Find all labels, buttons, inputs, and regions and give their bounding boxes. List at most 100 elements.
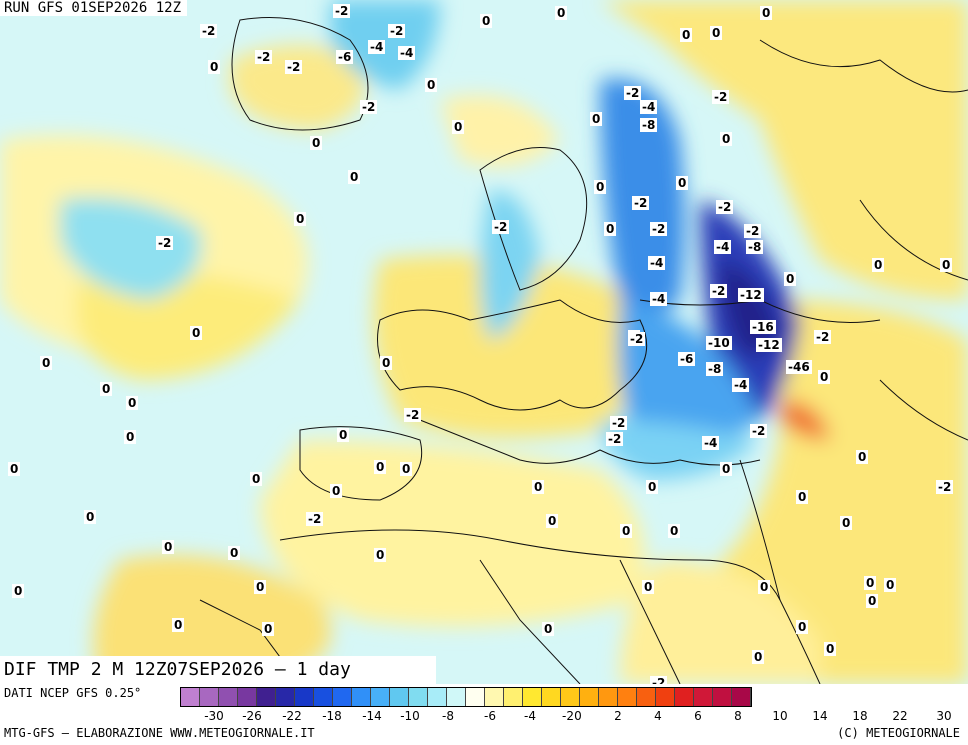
color-scale [180,687,752,707]
map-value-label: 0 [546,514,559,528]
credit-right: (C) METEOGIORNALE [837,726,960,740]
map-value-label: 0 [676,176,689,190]
scale-tick-label: 2 [614,709,622,723]
map-value-label: 0 [337,428,350,442]
map-value-label: -4 [732,378,750,392]
scale-tick-label: -30 [204,709,224,723]
credit-left: MTG-GFS – ELABORAZIONE WWW.METEOGIORNALE… [4,726,315,740]
map-value-label: 0 [646,480,659,494]
scale-tick-label: 0 [574,709,582,723]
color-legend: DATI NCEP GFS 0.25° -30 -26 -22 -18 -14 -10 -8… [0,684,968,745]
map-value-label: 0 [872,258,885,272]
map-value-label: -2 [814,330,832,344]
map-value-label: 0 [228,546,241,560]
map-value-label: 0 [162,540,175,554]
scale-tick-label: 4 [654,709,662,723]
map-value-label: -2 [404,408,422,422]
map-value-label: -2 [200,24,218,38]
scale-swatch [523,688,542,706]
scale-swatch [618,688,637,706]
scale-swatch [580,688,599,706]
map-value-label: 0 [40,356,53,370]
map-value-label: -4 [702,436,720,450]
scale-swatch [599,688,618,706]
map-value-label: 0 [126,396,139,410]
map-value-label: 0 [680,28,693,42]
scale-swatch [694,688,713,706]
map-value-label: -6 [336,50,354,64]
map-value-label: -8 [706,362,724,376]
map-value-label: 0 [452,120,465,134]
map-value-label: 0 [668,524,681,538]
map-value-label: 0 [796,490,809,504]
map-value-label: -2 [306,512,324,526]
map-value-label: -2 [624,86,642,100]
scale-swatch [447,688,466,706]
map-value-label: -8 [746,240,764,254]
map-value-label: 0 [250,472,263,486]
scale-swatch [200,688,219,706]
scale-tick-label: -8 [442,709,454,723]
scale-tick-label: 22 [892,709,908,723]
map-value-label: 0 [480,14,493,28]
map-value-label: -16 [750,320,776,334]
map-value-label: -12 [738,288,764,302]
run-title: RUN GFS 01SEP2026 12Z [0,0,188,16]
map-value-label: -6 [678,352,696,366]
map-value-label: 0 [374,548,387,562]
scale-tick-label: 14 [812,709,828,723]
map-value-label: 0 [720,462,733,476]
map-value-label: 0 [620,524,633,538]
scale-tick-label: -14 [362,709,382,723]
map-value-label: -2 [360,100,378,114]
map-value-label: -2 [650,676,668,684]
map-value-label: -4 [714,240,732,254]
map-value-label: 0 [866,594,879,608]
map-value-label: -2 [606,432,624,446]
scale-swatch [713,688,732,706]
map-value-label: 0 [532,480,545,494]
map-value-label: -2 [710,284,728,298]
scale-swatch [238,688,257,706]
map-value-label: 0 [254,580,267,594]
scale-swatch [409,688,428,706]
map-value-label: 0 [824,642,837,656]
map-value-label: 0 [758,580,771,594]
map-value-label: 0 [784,272,797,286]
map-value-label: 0 [8,462,21,476]
map-value-label: 0 [310,136,323,150]
scale-swatch [219,688,238,706]
map-value-label: 0 [208,60,221,74]
product-title: DIF TMP 2 M 12Z07SEP2026 – 1 day [0,656,436,684]
map-value-label: -4 [640,100,658,114]
scale-tick-label: 30 [936,709,952,723]
scale-swatch [390,688,409,706]
scale-swatch [504,688,523,706]
map-value-label: 0 [720,132,733,146]
scale-swatch [656,688,675,706]
map-value-label: -12 [756,338,782,352]
map-value-label: 0 [84,510,97,524]
map-value-label: -2 [650,222,668,236]
scale-swatch [675,688,694,706]
scale-swatch [561,688,580,706]
data-source: DATI NCEP GFS 0.25° [4,686,142,700]
map-value-label: 0 [348,170,361,184]
map-value-label: 0 [642,580,655,594]
map-value-label: 0 [864,576,877,590]
map-value-label: -4 [650,292,668,306]
map-value-label: 0 [12,584,25,598]
map-value-label: 0 [818,370,831,384]
scale-tick-label: 8 [734,709,742,723]
map-value-label: 0 [884,578,897,592]
map-value-label: 0 [374,460,387,474]
map-value-label: -2 [750,424,768,438]
map-value-label: 0 [190,326,203,340]
map-value-label: 0 [940,258,953,272]
map-value-label: -2 [632,196,650,210]
map-value-label: -2 [936,480,954,494]
map-value-label: 0 [100,382,113,396]
map-value-label: 0 [604,222,617,236]
map-value-label: 0 [840,516,853,530]
map-value-label: -2 [285,60,303,74]
